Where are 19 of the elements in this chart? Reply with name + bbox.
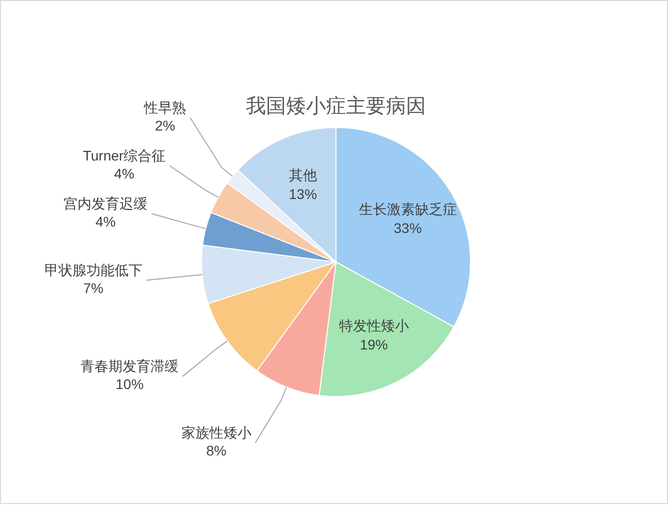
slice-label: 家族性矮小: [181, 424, 252, 441]
slice-label: 特发性矮小: [338, 318, 409, 334]
slice-label: 其他: [288, 166, 317, 183]
data-label: 13%: [288, 186, 317, 202]
chart-title: 我国矮小症主要病因: [246, 94, 426, 118]
slice-label: 宫内发育迟缓: [64, 195, 148, 212]
data-label: 8%: [206, 442, 226, 459]
slice-label: 性早熟: [143, 99, 186, 116]
data-label: 10%: [116, 376, 144, 392]
data-label: 4%: [114, 165, 134, 182]
data-label: 19%: [360, 336, 388, 353]
data-label: 4%: [95, 213, 116, 230]
slice-label: 甲状腺功能低下: [44, 262, 142, 278]
data-label: 2%: [155, 117, 176, 134]
data-label: 7%: [83, 280, 104, 296]
slice-label: 青春期发育滞缓: [80, 358, 179, 374]
slice-label: 生长激素缺乏症: [358, 200, 457, 217]
data-label: 33%: [394, 220, 422, 236]
slice-label: Turner综合征: [82, 147, 166, 164]
